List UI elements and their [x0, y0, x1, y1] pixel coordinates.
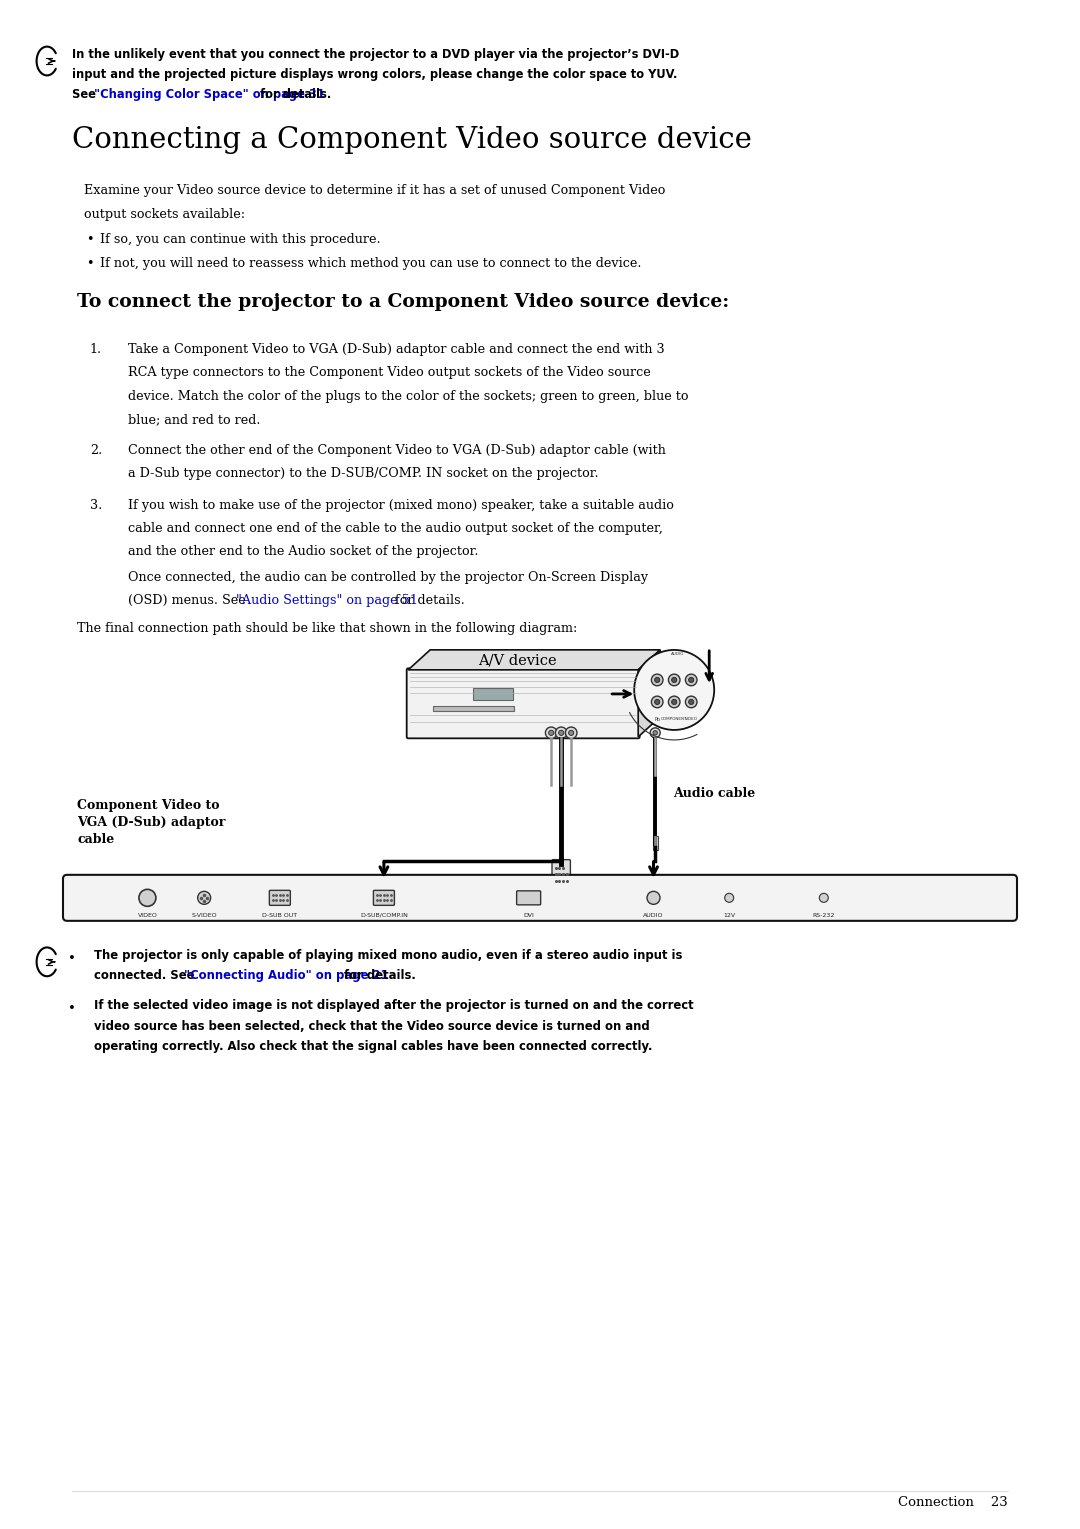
- Circle shape: [566, 726, 577, 739]
- Circle shape: [653, 731, 658, 735]
- Text: Take a Component Video to VGA (D-Sub) adaptor cable and connect the end with 3: Take a Component Video to VGA (D-Sub) ad…: [129, 344, 664, 356]
- Circle shape: [651, 696, 663, 708]
- Text: device. Match the color of the plugs to the color of the sockets; green to green: device. Match the color of the plugs to …: [129, 390, 689, 402]
- Circle shape: [650, 728, 660, 739]
- FancyBboxPatch shape: [269, 890, 291, 905]
- Circle shape: [672, 699, 677, 705]
- Text: Once connected, the audio can be controlled by the projector On-Screen Display: Once connected, the audio can be control…: [129, 570, 648, 584]
- Circle shape: [139, 890, 156, 907]
- Text: See: See: [72, 89, 99, 101]
- Text: A/V device: A/V device: [478, 654, 557, 668]
- Text: for details.: for details.: [340, 969, 416, 982]
- Text: •: •: [86, 234, 94, 246]
- Text: "Audio Settings" on page 51: "Audio Settings" on page 51: [237, 593, 418, 607]
- FancyBboxPatch shape: [552, 859, 570, 888]
- Polygon shape: [408, 650, 660, 670]
- Text: "Changing Color Space" on page 31: "Changing Color Space" on page 31: [94, 89, 325, 101]
- Circle shape: [651, 674, 663, 685]
- Text: D-SUB/COMP.IN: D-SUB/COMP.IN: [360, 913, 408, 917]
- Circle shape: [669, 696, 680, 708]
- Text: Connect the other end of the Component Video to VGA (D-Sub) adaptor cable (with: Connect the other end of the Component V…: [129, 445, 666, 457]
- Text: If the selected video image is not displayed after the projector is turned on an: If the selected video image is not displ…: [94, 1000, 693, 1012]
- Bar: [473, 688, 513, 700]
- Circle shape: [568, 731, 573, 735]
- Circle shape: [820, 893, 828, 902]
- Circle shape: [549, 731, 554, 735]
- Text: DVI: DVI: [523, 913, 535, 917]
- Text: for details.: for details.: [256, 89, 332, 101]
- Circle shape: [725, 893, 733, 902]
- Circle shape: [555, 726, 567, 739]
- Circle shape: [654, 699, 660, 705]
- Text: •: •: [68, 953, 76, 965]
- Circle shape: [647, 891, 660, 904]
- FancyBboxPatch shape: [374, 890, 394, 905]
- Circle shape: [686, 696, 697, 708]
- Text: Audio cable: Audio cable: [673, 787, 755, 800]
- Text: S-VIDEO: S-VIDEO: [191, 913, 217, 917]
- Text: "Connecting Audio" on page 21: "Connecting Audio" on page 21: [184, 969, 389, 982]
- Circle shape: [686, 674, 697, 685]
- Circle shape: [672, 677, 677, 682]
- Text: connected. See: connected. See: [94, 969, 199, 982]
- Circle shape: [198, 891, 211, 904]
- Text: (OSD) menus. See: (OSD) menus. See: [129, 593, 249, 607]
- Text: D-SUB OUT: D-SUB OUT: [262, 913, 297, 917]
- Text: cable and connect one end of the cable to the audio output socket of the compute: cable and connect one end of the cable t…: [129, 521, 663, 535]
- Text: output sockets available:: output sockets available:: [84, 208, 245, 220]
- Text: In the unlikely event that you connect the projector to a DVD player via the pro: In the unlikely event that you connect t…: [72, 47, 679, 61]
- Text: •: •: [86, 257, 94, 269]
- Text: The final connection path should be like that shown in the following diagram:: The final connection path should be like…: [77, 622, 578, 635]
- Text: •: •: [68, 1003, 76, 1015]
- FancyBboxPatch shape: [407, 668, 639, 739]
- FancyBboxPatch shape: [63, 875, 1017, 920]
- Text: VIDEO: VIDEO: [685, 717, 698, 722]
- Text: Examine your Video source device to determine if it has a set of unused Componen: Examine your Video source device to dete…: [84, 183, 665, 197]
- Text: input and the projected picture displays wrong colors, please change the color s: input and the projected picture displays…: [72, 67, 677, 81]
- Circle shape: [689, 677, 693, 682]
- Circle shape: [558, 731, 564, 735]
- Text: To connect the projector to a Component Video source device:: To connect the projector to a Component …: [77, 294, 729, 312]
- Text: Component Video to
VGA (D-Sub) adaptor
cable: Component Video to VGA (D-Sub) adaptor c…: [77, 798, 226, 846]
- Circle shape: [689, 699, 693, 705]
- Bar: [433, 706, 514, 711]
- Circle shape: [669, 674, 680, 685]
- Text: operating correctly. Also check that the signal cables have been connected corre: operating correctly. Also check that the…: [94, 1040, 652, 1053]
- Circle shape: [654, 677, 660, 682]
- Text: The projector is only capable of playing mixed mono audio, even if a stereo audi: The projector is only capable of playing…: [94, 950, 683, 962]
- Text: RS-232: RS-232: [812, 913, 835, 917]
- Text: a D-Sub type connector) to the D-SUB/COMP. IN socket on the projector.: a D-Sub type connector) to the D-SUB/COM…: [129, 468, 598, 480]
- Text: video source has been selected, check that the Video source device is turned on : video source has been selected, check th…: [94, 1020, 650, 1032]
- Text: for details.: for details.: [391, 593, 464, 607]
- Text: 2.: 2.: [90, 445, 103, 457]
- Text: AUDIO: AUDIO: [671, 651, 684, 656]
- Text: Connecting a Component Video source device: Connecting a Component Video source devi…: [72, 125, 752, 154]
- Bar: [652, 836, 658, 850]
- Text: Pb: Pb: [654, 717, 660, 722]
- FancyBboxPatch shape: [516, 891, 541, 905]
- Text: RCA type connectors to the Component Video output sockets of the Video source: RCA type connectors to the Component Vid…: [129, 367, 651, 379]
- Polygon shape: [638, 650, 660, 737]
- Circle shape: [634, 650, 714, 729]
- Text: AUDIO: AUDIO: [644, 913, 664, 917]
- Text: COMPONENT: COMPONENT: [661, 717, 688, 722]
- Text: If not, you will need to reassess which method you can use to connect to the dev: If not, you will need to reassess which …: [100, 257, 642, 269]
- Text: If so, you can continue with this procedure.: If so, you can continue with this proced…: [100, 234, 380, 246]
- Text: 1.: 1.: [90, 344, 103, 356]
- Text: VIDEO: VIDEO: [137, 913, 158, 917]
- Circle shape: [545, 726, 557, 739]
- Text: and the other end to the Audio socket of the projector.: and the other end to the Audio socket of…: [129, 546, 478, 558]
- Text: 12V: 12V: [724, 913, 735, 917]
- Text: Connection    23: Connection 23: [899, 1495, 1008, 1509]
- Text: 3.: 3.: [90, 498, 103, 512]
- Text: blue; and red to red.: blue; and red to red.: [129, 413, 260, 427]
- Text: If you wish to make use of the projector (mixed mono) speaker, take a suitable a: If you wish to make use of the projector…: [129, 498, 674, 512]
